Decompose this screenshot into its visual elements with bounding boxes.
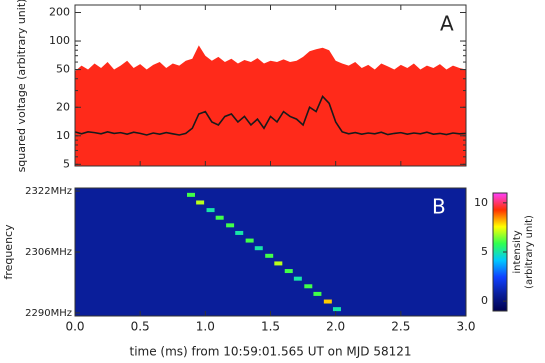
y-axis-label: frequency [2,224,15,280]
x-tick-label: 1.0 [196,320,215,334]
burst-cell [293,276,302,281]
plot-frame [74,4,467,167]
y-tick-label: 200 [49,6,70,19]
burst-cell [254,246,263,251]
colorbar-label: intensity [512,230,523,273]
x-tick-label: 0.5 [131,320,150,334]
heatmap-background [75,188,466,316]
y-tick-label: 2306MHz [25,247,72,258]
y-tick-label: 2322MHz [25,186,72,197]
burst-cell [196,200,205,205]
noise-area [75,45,466,166]
colorbar-tick-label: 10 [474,196,488,209]
x-tick-label: 2.5 [391,320,410,334]
y-axis-label: squared voltage (arbitrary unit) [15,0,28,172]
x-tick-label: 3.0 [456,320,475,334]
burst-cell [313,291,322,296]
y-tick-label: 5 [63,157,70,170]
burst-cell [206,208,215,213]
colorbar-tick-label: 0 [481,294,488,307]
plot-frame [74,187,467,317]
y-tick-label: 100 [49,34,70,47]
burst-cell [215,215,224,220]
mean-line [74,95,467,136]
x-axis-label: time (ms) from 10:59:01.565 UT on MJD 58… [129,345,411,359]
burst-cell [186,192,195,197]
y-tick-label: 20 [56,100,70,113]
y-tick-label: 50 [56,63,70,76]
burst-cell [235,230,244,235]
x-tick-label: 2.0 [326,320,345,334]
burst-cell [332,307,341,312]
colorbar-label: (arbitrary unit) [524,215,535,289]
x-tick-label: 0.0 [65,320,84,334]
y-tick-label: 10 [56,129,70,142]
burst-cell [265,253,274,258]
colorbar-tick-label: 5 [481,245,488,258]
burst-cell [304,284,313,289]
panel-label: B [432,195,446,219]
panel-label: A [440,12,454,36]
burst-cell [245,238,254,243]
burst-cell [274,261,283,266]
y-tick-label: 2290MHz [25,308,72,319]
burst-cell [284,269,293,274]
x-tick-label: 1.5 [261,320,280,334]
burst-cell [323,299,332,304]
burst-cell [226,223,235,228]
